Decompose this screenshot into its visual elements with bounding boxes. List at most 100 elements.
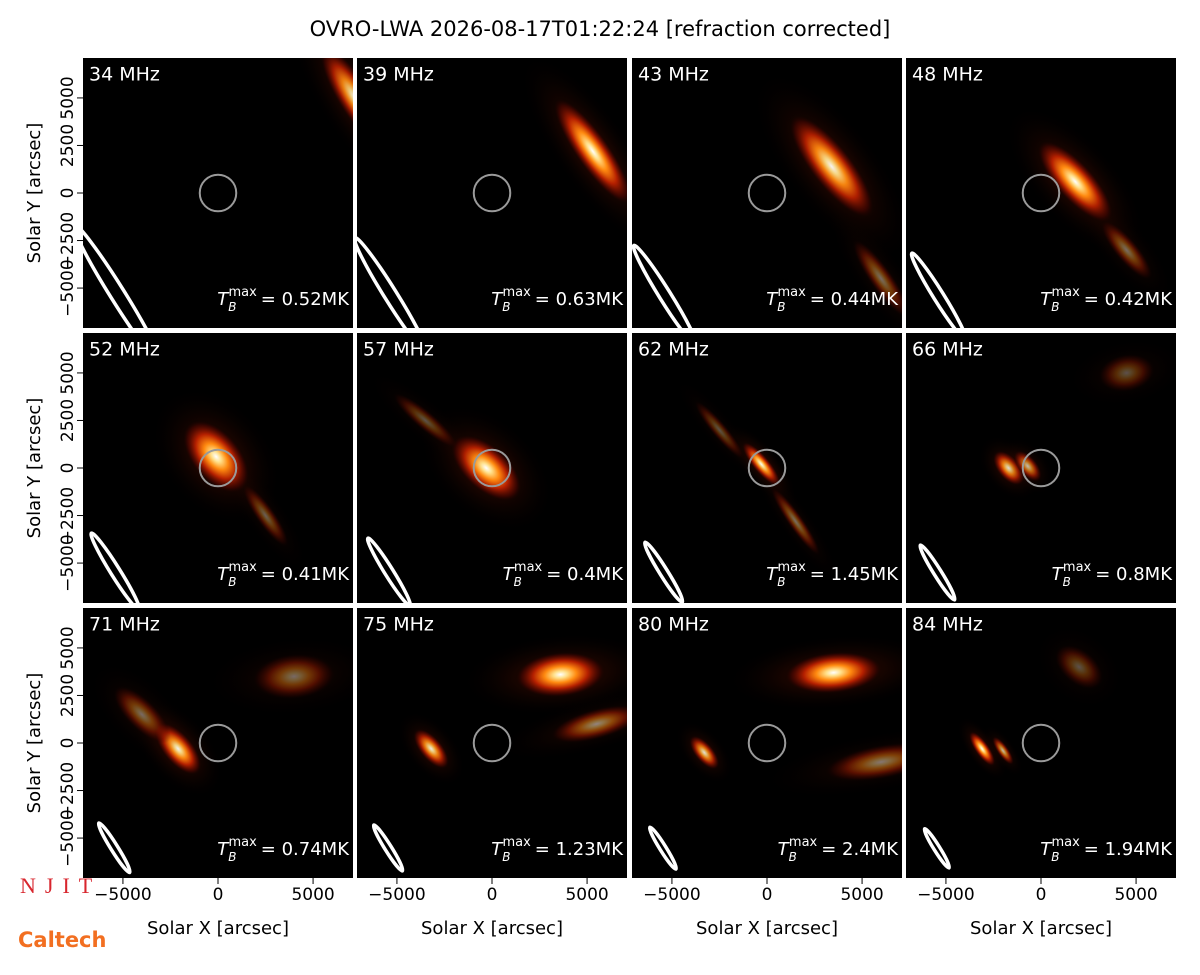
emission-blob	[968, 731, 996, 767]
tb-symbol: T	[766, 564, 779, 585]
emission-blob	[413, 728, 450, 770]
beam	[365, 536, 413, 603]
y-tick-label: 0	[58, 463, 78, 474]
emission-blob	[319, 58, 353, 151]
emission-blob	[242, 483, 289, 548]
frequency-label: 52 MHz	[89, 339, 160, 361]
tb-max-value: = 0.42MK	[1084, 289, 1173, 310]
tb-symbol: T	[1040, 839, 1053, 860]
solar-disk	[747, 448, 787, 488]
beam	[89, 531, 142, 603]
tb-max-label: TBmax = 0.4MK	[503, 560, 625, 589]
panel-image	[906, 608, 1176, 878]
panel-image	[83, 58, 353, 328]
tb-max-label: TBmax = 0.63MK	[491, 285, 624, 314]
tb-max-label: TBmax = 1.45MK	[766, 560, 899, 589]
tb-max-value: = 0.4MK	[546, 564, 624, 585]
emission-blob	[694, 400, 745, 460]
x-axis-label: Solar X [arcsec]	[696, 918, 838, 939]
frequency-label: 66 MHz	[912, 339, 983, 361]
tb-max-label: TBmax = 0.42MK	[1040, 285, 1173, 314]
y-tick-label: −2500	[58, 487, 78, 545]
panel-image	[83, 608, 353, 878]
tb-symbol-sub: B	[777, 300, 785, 314]
y-tick-label: −2500	[58, 762, 78, 820]
tb-symbol-sub: B	[514, 575, 522, 589]
tb-max-value: = 0.52MK	[261, 289, 350, 310]
panel-image	[906, 333, 1176, 603]
y-axis-label: Solar Y [arcsec]	[24, 398, 45, 539]
emission-blob	[553, 97, 627, 206]
emission-blob	[770, 486, 821, 556]
beam	[918, 543, 957, 602]
tb-symbol-sub: B	[1051, 850, 1059, 864]
tb-symbol-sup: max	[228, 560, 257, 575]
y-tick-label: −5000	[58, 809, 78, 867]
emission-blob	[784, 651, 883, 694]
panel-image	[906, 58, 1176, 328]
x-axis-label: Solar X [arcsec]	[421, 918, 563, 939]
solar-disk	[198, 448, 238, 488]
tb-max-value: = 0.74MK	[261, 839, 350, 860]
emission-blob	[1054, 644, 1104, 690]
tb-max-label: TBmax = 1.23MK	[491, 835, 624, 864]
y-tick-label: −5000	[58, 534, 78, 592]
y-axis-label: Solar Y [arcsec]	[24, 123, 45, 264]
y-tick-label: 5000	[58, 76, 78, 119]
x-tick-label: −5000	[917, 885, 975, 905]
tb-symbol-sub: B	[789, 850, 797, 864]
emission-blob	[1098, 353, 1155, 393]
tb-symbol-sub: B	[777, 575, 785, 589]
solar-disk	[1021, 173, 1061, 213]
x-tick-label: 0	[213, 885, 224, 905]
emission-blob	[992, 736, 1014, 766]
emission-blob	[112, 685, 171, 744]
x-tick-label: 5000	[1114, 885, 1157, 905]
tb-symbol-sup: max	[228, 835, 257, 850]
tb-symbol-sub: B	[502, 300, 510, 314]
tb-symbol-sup: max	[502, 835, 531, 850]
frequency-label: 48 MHz	[912, 64, 983, 86]
y-tick-label: 5000	[58, 626, 78, 669]
y-tick-label: −5000	[58, 259, 78, 317]
panel-image	[357, 58, 627, 328]
tb-symbol: T	[1040, 289, 1053, 310]
x-tick-label: 5000	[840, 885, 883, 905]
tb-symbol: T	[1052, 564, 1065, 585]
tb-symbol-sup: max	[502, 285, 531, 300]
frequency-label: 34 MHz	[89, 64, 160, 86]
tb-symbol-sup: max	[1063, 560, 1092, 575]
frequency-label: 84 MHz	[912, 614, 983, 636]
panel: 57 MHz TBmax = 0.4MK	[357, 333, 627, 603]
y-tick-label: 2500	[58, 674, 78, 717]
frequency-label: 80 MHz	[638, 614, 709, 636]
emission-blob	[392, 392, 459, 449]
tb-symbol: T	[766, 289, 779, 310]
tb-max-value: = 0.41MK	[261, 564, 350, 585]
tb-max-label: TBmax = 0.8MK	[1052, 560, 1174, 589]
panel: 48 MHz TBmax = 0.42MK	[906, 58, 1176, 328]
frequency-label: 75 MHz	[363, 614, 434, 636]
panel-image	[632, 608, 902, 878]
tb-max-label: TBmax = 0.44MK	[766, 285, 899, 314]
beam	[632, 243, 699, 328]
tb-max-label: TBmax = 1.94MK	[1040, 835, 1173, 864]
emission-blob	[252, 653, 336, 700]
tb-max-label: TBmax = 0.74MK	[217, 835, 350, 864]
panel-background	[83, 58, 353, 328]
y-tick-label: 0	[58, 738, 78, 749]
y-tick-label: 0	[58, 188, 78, 199]
beam	[922, 826, 952, 870]
x-tick-label: −5000	[368, 885, 426, 905]
tb-symbol: T	[217, 839, 230, 860]
beam	[647, 825, 679, 871]
tb-max-value: = 1.94MK	[1084, 839, 1173, 860]
x-axis-label: Solar X [arcsec]	[970, 918, 1112, 939]
tb-max-value: = 0.44MK	[810, 289, 899, 310]
x-tick-label: 0	[487, 885, 498, 905]
